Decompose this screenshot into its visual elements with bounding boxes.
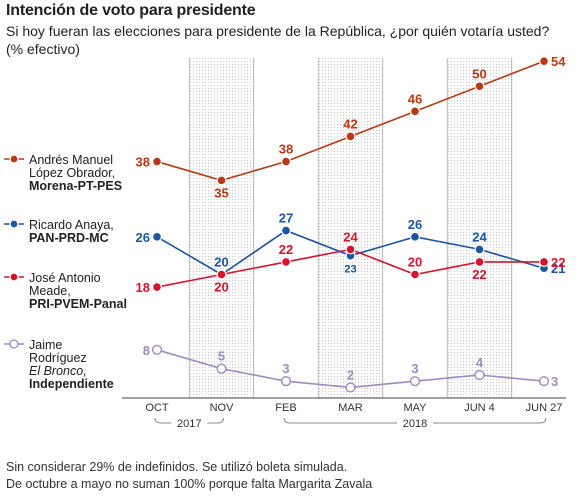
data-point-meade <box>152 282 163 293</box>
data-point-meade <box>538 256 549 267</box>
data-point-bronco <box>216 363 227 374</box>
data-label-meade: 22 <box>551 255 565 270</box>
data-label-anaya: 24 <box>472 229 487 244</box>
data-point-amlo <box>410 106 421 117</box>
x-tick-label: FEB <box>275 402 296 414</box>
legend-entry-text: Independiente <box>29 377 114 391</box>
footnote-zavala: De octubre a mayo no suman 100% porque f… <box>6 477 373 491</box>
data-label-meade: 20 <box>408 255 422 270</box>
data-point-amlo <box>538 56 549 67</box>
x-tick-label: MAY <box>403 402 427 414</box>
year-label-bg <box>397 416 433 430</box>
data-label-anaya: 26 <box>136 230 150 245</box>
legend-swatch-marker <box>9 339 19 349</box>
legend-entry-text: Ricardo Anaya, <box>29 218 114 232</box>
legend-entry-text: López Obrador, <box>29 166 115 180</box>
legend-entry-text: Andrés Manuel <box>29 153 113 167</box>
x-tick-label: OCT <box>145 402 169 414</box>
data-label-anaya: 23 <box>344 264 356 276</box>
data-point-amlo <box>281 156 292 167</box>
data-point-amlo <box>474 81 485 92</box>
legend-entry-text: Morena-PT-PES <box>29 179 122 193</box>
data-point-bronco <box>474 369 485 381</box>
data-point-meade <box>474 256 485 267</box>
data-point-meade <box>410 269 421 280</box>
data-label-amlo: 38 <box>136 155 150 170</box>
data-label-meade: 20 <box>214 280 228 295</box>
legend-swatch-marker <box>9 272 19 282</box>
data-point-anaya <box>281 225 292 236</box>
data-label-amlo: 46 <box>408 91 422 106</box>
data-point-amlo <box>345 131 356 142</box>
legend-entry-text: José Antonio <box>29 271 101 285</box>
legend-swatch-marker <box>9 219 19 229</box>
data-label-amlo: 54 <box>551 54 566 69</box>
year-label: 2017 <box>177 418 201 430</box>
x-tick-label: NOV <box>210 402 235 414</box>
legend-entry-text: PRI-PVEM-Panal <box>29 297 127 311</box>
data-point-bronco <box>538 376 550 387</box>
data-label-bronco: 4 <box>476 355 484 370</box>
legend-entry-text: PAN-PRD-MC <box>29 231 109 245</box>
data-point-bronco <box>409 376 421 387</box>
data-label-anaya: 21 <box>551 261 565 276</box>
data-label-amlo: 50 <box>472 66 486 81</box>
data-point-anaya <box>152 231 163 242</box>
legend-entry-text: Jaime <box>29 338 62 352</box>
shaded-column <box>318 58 383 398</box>
data-point-amlo <box>216 175 227 186</box>
data-label-meade: 24 <box>343 229 358 244</box>
x-tick-label: JUN 4 <box>464 402 495 414</box>
data-label-bronco: 3 <box>282 361 289 376</box>
chart-title: Intención de voto para presidente <box>6 2 256 19</box>
data-label-bronco: 8 <box>143 343 150 358</box>
data-point-anaya <box>474 244 485 255</box>
data-label-amlo: 35 <box>214 185 228 200</box>
footnote-undecided: Sin considerar 29% de indefinidos. Se ut… <box>6 460 348 474</box>
legend-swatch-marker <box>9 154 19 164</box>
data-label-meade: 22 <box>279 242 293 257</box>
data-point-anaya <box>410 231 421 242</box>
data-label-bronco: 2 <box>347 367 354 382</box>
year-label-bg <box>171 416 208 430</box>
data-label-bronco: 3 <box>551 374 558 389</box>
legend-entry-text: El Bronco, <box>29 364 87 378</box>
data-label-amlo: 38 <box>279 142 293 157</box>
data-label-amlo: 42 <box>343 116 357 131</box>
data-label-bronco: 3 <box>411 361 418 376</box>
data-point-meade <box>216 269 227 280</box>
data-point-bronco <box>280 376 292 387</box>
data-point-bronco <box>345 382 356 393</box>
data-label-anaya: 27 <box>279 211 293 226</box>
chart-subtitle: Si hoy fueran las elecciones para presid… <box>6 23 550 57</box>
data-point-meade <box>281 256 292 267</box>
data-label-meade: 18 <box>136 280 150 295</box>
x-tick-label: MAR <box>338 402 363 414</box>
legend-entry-text: Meade, <box>29 284 71 298</box>
shaded-column <box>189 58 254 398</box>
legend-entry-text: Rodríguez <box>29 351 87 365</box>
data-point-amlo <box>152 156 163 167</box>
year-label: 2018 <box>403 418 427 430</box>
x-tick-label: JUN 27 <box>526 402 563 414</box>
shaded-column <box>447 58 512 398</box>
data-label-anaya: 20 <box>214 255 228 270</box>
data-label-bronco: 5 <box>218 349 225 364</box>
data-label-meade: 22 <box>472 267 486 282</box>
data-label-anaya: 26 <box>408 217 422 232</box>
data-point-meade <box>345 244 356 255</box>
data-point-bronco <box>151 344 163 355</box>
